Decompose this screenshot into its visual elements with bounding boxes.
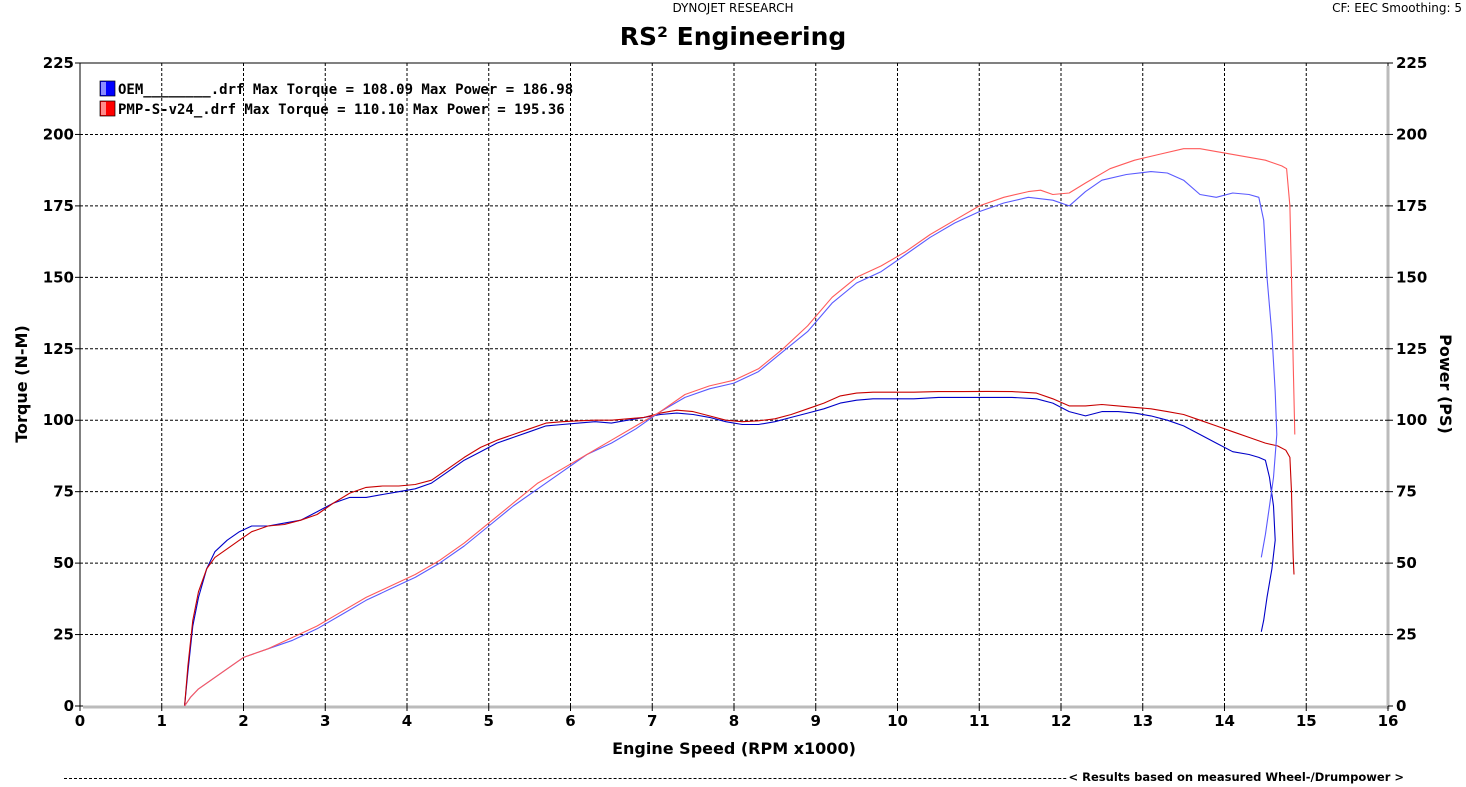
x-tick-label: 9 bbox=[811, 712, 821, 730]
x-tick-label: 13 bbox=[1132, 712, 1153, 730]
y-right-tick-label: 75 bbox=[1396, 483, 1417, 501]
y-right-tick-label: 50 bbox=[1396, 554, 1417, 572]
y-right-tick-label: 25 bbox=[1396, 626, 1417, 644]
x-tick-label: 15 bbox=[1296, 712, 1317, 730]
y-left-tick-label: 0 bbox=[64, 697, 74, 715]
settings-header: CF: EEC Smoothing: 5 bbox=[1332, 1, 1462, 15]
x-axis-label: Engine Speed (RPM x1000) bbox=[612, 739, 856, 758]
y-right-tick-label: 100 bbox=[1396, 411, 1427, 429]
y-axis-left-label: Torque (N-M) bbox=[12, 325, 31, 443]
x-tick-label: 11 bbox=[969, 712, 990, 730]
y-right-tick-label: 225 bbox=[1396, 54, 1427, 72]
grid bbox=[80, 63, 1388, 706]
y-left-tick-label: 150 bbox=[43, 268, 74, 286]
pmp-torque-line bbox=[184, 390, 1295, 707]
x-tick-label: 10 bbox=[887, 712, 908, 730]
y-left-tick-label: 125 bbox=[43, 340, 74, 358]
y-right-tick-label: 125 bbox=[1396, 340, 1427, 358]
pmp-power-line bbox=[184, 148, 1296, 707]
y-right-tick-label: 0 bbox=[1396, 697, 1406, 715]
company-header: DYNOJET RESEARCH bbox=[672, 1, 794, 15]
x-tick-label: 12 bbox=[1051, 712, 1072, 730]
x-tick-label: 0 bbox=[75, 712, 85, 730]
y-left-tick-label: 75 bbox=[53, 483, 74, 501]
legend-swatch-highlight bbox=[101, 102, 106, 115]
chart-title: RS² Engineering bbox=[619, 22, 847, 51]
x-tick-label: 3 bbox=[320, 712, 330, 730]
y-left-tick-label: 50 bbox=[53, 554, 74, 572]
y-axis-right-label: Power (PS) bbox=[1436, 334, 1455, 434]
x-tick-label: 16 bbox=[1378, 712, 1399, 730]
y-right-tick-label: 175 bbox=[1396, 197, 1427, 215]
x-tick-label: 1 bbox=[157, 712, 167, 730]
x-tick-label: 8 bbox=[729, 712, 739, 730]
footer-note: < Results based on measured Wheel-/Drump… bbox=[1066, 770, 1406, 784]
series-group bbox=[184, 148, 1296, 707]
x-tick-label: 2 bbox=[238, 712, 248, 730]
y-right-tick-label: 200 bbox=[1396, 125, 1427, 143]
x-tick-label: 14 bbox=[1214, 712, 1235, 730]
y-left-tick-label: 100 bbox=[43, 411, 74, 429]
oem-torque-line bbox=[184, 396, 1276, 707]
y-left-tick-label: 25 bbox=[53, 626, 74, 644]
legend-label: PMP-S-v24_.drf Max Torque = 110.10 Max P… bbox=[118, 102, 565, 118]
x-tick-label: 4 bbox=[402, 712, 412, 730]
x-tick-label: 7 bbox=[647, 712, 657, 730]
legend-swatch-highlight bbox=[101, 82, 106, 95]
x-tick-label: 5 bbox=[484, 712, 494, 730]
legend-label: OEM________.drf Max Torque = 108.09 Max … bbox=[118, 82, 573, 98]
oem-power-line bbox=[184, 171, 1278, 707]
y-right-tick-label: 150 bbox=[1396, 268, 1427, 286]
footer-rule bbox=[64, 778, 1406, 779]
y-left-tick-label: 200 bbox=[43, 125, 74, 143]
y-left-tick-label: 175 bbox=[43, 197, 74, 215]
legend: OEM________.drf Max Torque = 108.09 Max … bbox=[99, 80, 573, 118]
y-left-tick-label: 225 bbox=[43, 54, 74, 72]
x-tick-label: 6 bbox=[565, 712, 575, 730]
